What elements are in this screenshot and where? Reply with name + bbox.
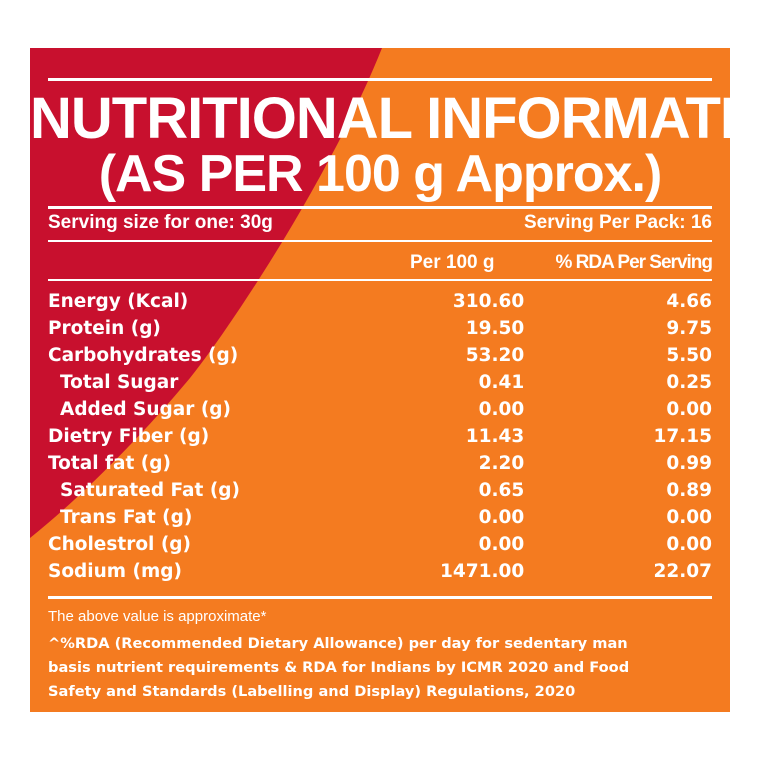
- column-header-rda: % RDA Per Serving: [555, 252, 713, 273]
- title-line-1: NUTRITIONAL INFORMATION: [30, 86, 730, 151]
- row-per100: 0.41: [478, 372, 525, 393]
- footnote-line: ^%RDA (Recommended Dietary Allowance) pe…: [48, 635, 628, 652]
- row-rda: 22.07: [653, 561, 712, 582]
- row-rda: 0.00: [666, 534, 712, 555]
- table-row: Total fat (g) 2.20 0.99: [48, 450, 712, 477]
- top-rule: [48, 78, 712, 81]
- row-rda: 0.99: [666, 453, 712, 474]
- bottom-rule: [48, 596, 712, 599]
- nutrition-panel: NUTRITIONAL INFORMATION (AS PER 100 g Ap…: [30, 48, 730, 712]
- table-row: Sodium (mg) 1471.00 22.07: [48, 558, 712, 585]
- row-per100: 310.60: [452, 291, 525, 312]
- row-label: Trans Fat (g): [60, 507, 193, 528]
- table-row: Trans Fat (g) 0.00 0.00: [48, 504, 712, 531]
- row-rda: 4.66: [666, 291, 712, 312]
- table-row: Total Sugar 0.41 0.25: [48, 369, 712, 396]
- table-row: Energy (Kcal) 310.60 4.66: [48, 288, 712, 315]
- table-row: Carbohydrates (g) 53.20 5.50: [48, 342, 712, 369]
- serving-per-pack: Serving Per Pack: 16: [524, 212, 712, 233]
- row-rda: 5.50: [666, 345, 712, 366]
- row-rda: 0.89: [666, 480, 712, 501]
- row-label: Cholestrol (g): [48, 534, 191, 555]
- row-rda: 0.00: [666, 507, 712, 528]
- serving-size: Serving size for one: 30g: [48, 212, 273, 233]
- row-label: Total fat (g): [48, 453, 171, 474]
- row-label: Total Sugar: [60, 372, 179, 393]
- footnote-line: basis nutrient requirements & RDA for In…: [48, 659, 630, 676]
- row-per100: 0.65: [478, 480, 525, 501]
- nutrition-table: Energy (Kcal) 310.60 4.66 Protein (g) 19…: [48, 288, 712, 585]
- row-label: Dietry Fiber (g): [48, 426, 210, 447]
- row-per100: 0.00: [478, 399, 525, 420]
- row-per100: 2.20: [478, 453, 525, 474]
- column-header-per100: Per 100 g: [410, 252, 495, 273]
- row-label: Protein (g): [48, 318, 161, 339]
- footnote-line: Safety and Standards (Labelling and Disp…: [48, 683, 576, 700]
- title-rule: [48, 206, 712, 209]
- table-row: Dietry Fiber (g) 11.43 17.15: [48, 423, 712, 450]
- row-per100: 0.00: [478, 534, 525, 555]
- row-per100: 53.20: [465, 345, 525, 366]
- approximate-note: The above value is approximate*: [48, 608, 267, 625]
- row-per100: 19.50: [465, 318, 525, 339]
- title-line-2: (AS PER 100 g Approx.): [98, 145, 663, 203]
- table-row: Protein (g) 19.50 9.75: [48, 315, 712, 342]
- row-per100: 0.00: [478, 507, 525, 528]
- table-row: Added Sugar (g) 0.00 0.00: [48, 396, 712, 423]
- serving-rule: [48, 240, 712, 242]
- panel-background: [30, 48, 730, 712]
- row-per100: 11.43: [465, 426, 525, 447]
- row-label: Energy (Kcal): [48, 291, 189, 312]
- red-wedge: [30, 48, 382, 538]
- table-row: Saturated Fat (g) 0.65 0.89: [48, 477, 712, 504]
- row-label: Carbohydrates (g): [48, 345, 239, 366]
- header-rule: [48, 279, 712, 281]
- rda-footnote: ^%RDA (Recommended Dietary Allowance) pe…: [48, 632, 718, 704]
- row-label: Added Sugar (g): [60, 399, 231, 420]
- row-rda: 9.75: [666, 318, 712, 339]
- row-rda: 17.15: [653, 426, 712, 447]
- row-rda: 0.25: [666, 372, 712, 393]
- row-label: Sodium (mg): [48, 561, 182, 582]
- row-label: Saturated Fat (g): [60, 480, 240, 501]
- row-rda: 0.00: [666, 399, 712, 420]
- table-row: Cholestrol (g) 0.00 0.00: [48, 531, 712, 558]
- row-per100: 1471.00: [440, 561, 525, 582]
